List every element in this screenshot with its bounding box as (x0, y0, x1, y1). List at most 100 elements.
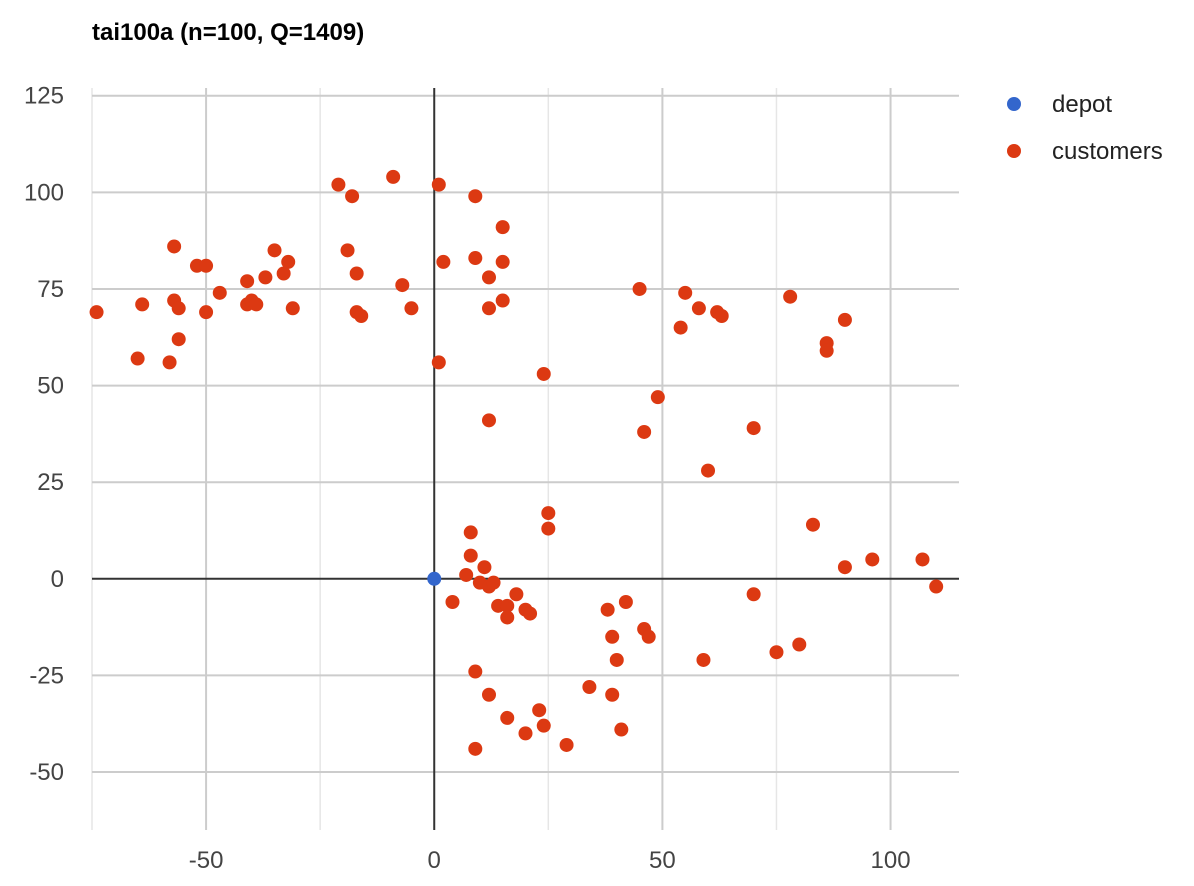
customer-point (837, 560, 852, 575)
customer-point (477, 560, 492, 575)
customer-point (915, 552, 930, 567)
x-tick-label: 50 (649, 847, 676, 874)
customer-point (714, 309, 729, 324)
customer-point (614, 722, 629, 737)
customer-point (249, 297, 264, 312)
customer-point (486, 575, 501, 590)
customer-point (431, 355, 446, 370)
customer-point (678, 285, 693, 300)
customer-point (276, 266, 291, 281)
y-tick-label: 0 (51, 566, 64, 593)
customer-point (582, 680, 597, 695)
customer-point (509, 587, 524, 602)
customer-point (865, 552, 880, 567)
y-tick-label: -50 (29, 759, 64, 786)
x-tick-label: 100 (871, 847, 911, 874)
legend-marker-depot (1007, 97, 1021, 111)
customer-point (495, 254, 510, 269)
customer-point (637, 424, 652, 439)
customer-point (395, 278, 410, 293)
customer-point (701, 463, 716, 478)
customer-point (673, 320, 688, 335)
y-tick-label: 50 (37, 373, 64, 400)
customer-point (331, 177, 346, 192)
y-tick-label: 100 (24, 179, 64, 206)
customer-point (285, 301, 300, 316)
customer-point (199, 305, 214, 320)
customer-point (929, 579, 944, 594)
data-points (89, 169, 944, 756)
customer-point (641, 629, 656, 644)
customer-point (89, 305, 104, 320)
customer-point (605, 629, 620, 644)
customer-point (805, 517, 820, 532)
customer-point (532, 703, 547, 718)
customer-point (495, 220, 510, 235)
customer-point (468, 664, 483, 679)
customer-point (769, 645, 784, 660)
legend-label-customers: customers (1052, 138, 1163, 165)
customer-point (171, 332, 186, 347)
customer-point (523, 606, 538, 621)
customer-point (431, 177, 446, 192)
customer-point (559, 737, 574, 752)
customer-point (783, 289, 798, 304)
customer-point (258, 270, 273, 285)
customer-point (500, 610, 515, 625)
customer-point (691, 301, 706, 316)
customer-point (609, 652, 624, 667)
customer-point (618, 594, 633, 609)
customer-point (536, 366, 551, 381)
customer-point (445, 594, 460, 609)
y-tick-label: 25 (37, 469, 64, 496)
customer-point (340, 243, 355, 258)
depot-point (427, 571, 442, 586)
x-tick-label: 0 (428, 847, 441, 874)
customer-point (541, 521, 556, 536)
customer-point (349, 266, 364, 281)
customer-point (468, 189, 483, 204)
customer-point (267, 243, 282, 258)
customer-point (345, 189, 360, 204)
customer-point (386, 169, 401, 184)
customer-point (650, 390, 665, 405)
customer-point (404, 301, 419, 316)
customer-point (541, 506, 556, 521)
customer-point (819, 343, 834, 358)
customer-point (481, 687, 496, 702)
customer-point (167, 239, 182, 254)
customer-point (463, 548, 478, 563)
customer-point (459, 567, 474, 582)
customer-point (536, 718, 551, 733)
customer-point (518, 726, 533, 741)
customer-point (130, 351, 145, 366)
customer-point (171, 301, 186, 316)
y-tick-label: -25 (29, 662, 64, 689)
customer-point (135, 297, 150, 312)
y-axis-ticks: -50 -25 0 25 50 75 100 125 (24, 83, 64, 786)
customer-point (500, 598, 515, 613)
x-axis-ticks: -50 0 50 100 (189, 847, 911, 874)
customer-point (468, 251, 483, 266)
gridlines (91, 88, 959, 830)
customer-point (746, 421, 761, 436)
customer-point (792, 637, 807, 652)
customer-point (240, 274, 255, 289)
customer-point (436, 254, 451, 269)
customer-point (481, 270, 496, 285)
customer-point (600, 602, 615, 617)
customer-point (199, 258, 214, 273)
customer-point (632, 281, 647, 296)
legend-marker-customers (1007, 144, 1021, 158)
customer-point (837, 312, 852, 327)
customer-point (212, 285, 227, 300)
customer-point (746, 587, 761, 602)
customer-point (354, 309, 369, 324)
customer-point (605, 687, 620, 702)
y-tick-label: 125 (24, 83, 64, 110)
y-tick-label: 75 (37, 276, 64, 303)
legend-label-depot: depot (1052, 91, 1112, 118)
customer-point (500, 710, 515, 725)
customer-point (162, 355, 177, 370)
